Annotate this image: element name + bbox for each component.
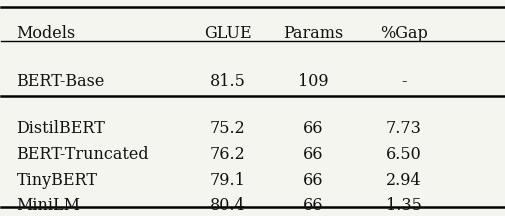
Text: 6.50: 6.50 [385, 146, 421, 163]
Text: %Gap: %Gap [379, 25, 427, 42]
Text: TinyBERT: TinyBERT [17, 172, 97, 189]
Text: Params: Params [283, 25, 343, 42]
Text: GLUE: GLUE [204, 25, 251, 42]
Text: 2.94: 2.94 [385, 172, 421, 189]
Text: MiniLM: MiniLM [17, 197, 80, 214]
Text: 75.2: 75.2 [210, 120, 245, 137]
Text: 79.1: 79.1 [210, 172, 245, 189]
Text: -: - [400, 73, 406, 90]
Text: 66: 66 [302, 197, 323, 214]
Text: 66: 66 [302, 146, 323, 163]
Text: 1.35: 1.35 [385, 197, 421, 214]
Text: 109: 109 [297, 73, 328, 90]
Text: 7.73: 7.73 [385, 120, 421, 137]
Text: 80.4: 80.4 [210, 197, 245, 214]
Text: 76.2: 76.2 [210, 146, 245, 163]
Text: 66: 66 [302, 172, 323, 189]
Text: 66: 66 [302, 120, 323, 137]
Text: 81.5: 81.5 [210, 73, 245, 90]
Text: DistilBERT: DistilBERT [17, 120, 105, 137]
Text: Models: Models [17, 25, 76, 42]
Text: BERT-Truncated: BERT-Truncated [17, 146, 149, 163]
Text: BERT-Base: BERT-Base [17, 73, 105, 90]
